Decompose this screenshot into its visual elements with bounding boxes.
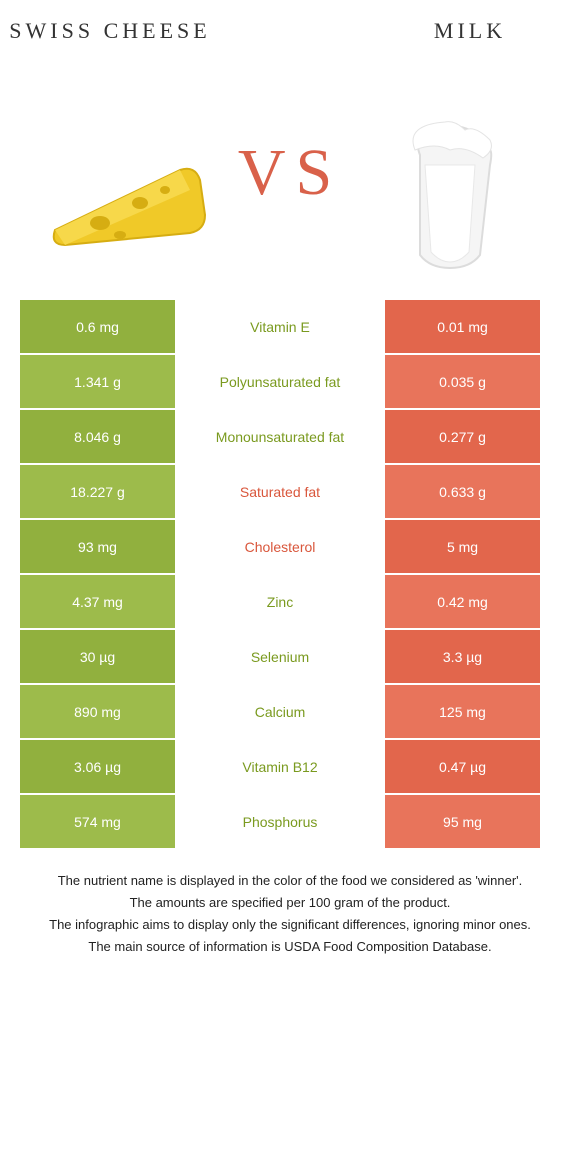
nutrient-name: Polyunsaturated fat [175, 355, 385, 408]
left-value: 1.341 g [20, 355, 175, 408]
swiss-cheese-image [30, 110, 230, 280]
table-row: 30 µgSelenium3.3 µg [20, 630, 560, 683]
infographic-page: SWISS CHEESE MILK VS 0.6 mgVitamin E0.01… [0, 0, 580, 1174]
title-right: MILK [360, 18, 580, 44]
cheese-icon [45, 135, 215, 255]
right-value: 125 mg [385, 685, 540, 738]
caption-line: The main source of information is USDA F… [40, 936, 540, 958]
caption-line: The infographic aims to display only the… [40, 914, 540, 936]
nutrient-table: 0.6 mgVitamin E0.01 mg1.341 gPolyunsatur… [20, 300, 560, 848]
table-row: 18.227 gSaturated fat0.633 g [20, 465, 560, 518]
nutrient-name: Calcium [175, 685, 385, 738]
right-value: 0.42 mg [385, 575, 540, 628]
title-left: SWISS CHEESE [0, 18, 220, 44]
right-value: 0.277 g [385, 410, 540, 463]
left-value: 890 mg [20, 685, 175, 738]
vs-label: VS [238, 135, 342, 211]
right-value: 0.01 mg [385, 300, 540, 353]
nutrient-name: Saturated fat [175, 465, 385, 518]
nutrient-name: Selenium [175, 630, 385, 683]
table-row: 0.6 mgVitamin E0.01 mg [20, 300, 560, 353]
nutrient-name: Zinc [175, 575, 385, 628]
table-row: 93 mgCholesterol5 mg [20, 520, 560, 573]
table-row: 1.341 gPolyunsaturated fat0.035 g [20, 355, 560, 408]
table-row: 574 mgPhosphorus95 mg [20, 795, 560, 848]
nutrient-name: Cholesterol [175, 520, 385, 573]
left-value: 93 mg [20, 520, 175, 573]
nutrient-name: Vitamin B12 [175, 740, 385, 793]
milk-image [350, 110, 550, 280]
left-value: 18.227 g [20, 465, 175, 518]
nutrient-name: Phosphorus [175, 795, 385, 848]
table-row: 8.046 gMonounsaturated fat0.277 g [20, 410, 560, 463]
header: SWISS CHEESE MILK [0, 18, 580, 78]
table-row: 890 mgCalcium125 mg [20, 685, 560, 738]
table-row: 3.06 µgVitamin B120.47 µg [20, 740, 560, 793]
right-value: 0.035 g [385, 355, 540, 408]
left-value: 8.046 g [20, 410, 175, 463]
right-value: 3.3 µg [385, 630, 540, 683]
left-value: 30 µg [20, 630, 175, 683]
right-value: 5 mg [385, 520, 540, 573]
right-value: 95 mg [385, 795, 540, 848]
left-value: 3.06 µg [20, 740, 175, 793]
nutrient-name: Monounsaturated fat [175, 410, 385, 463]
nutrient-name: Vitamin E [175, 300, 385, 353]
milk-glass-icon [395, 120, 505, 270]
right-value: 0.47 µg [385, 740, 540, 793]
caption-line: The amounts are specified per 100 gram o… [40, 892, 540, 914]
left-value: 4.37 mg [20, 575, 175, 628]
caption-line: The nutrient name is displayed in the co… [40, 870, 540, 892]
caption-block: The nutrient name is displayed in the co… [40, 870, 540, 958]
left-value: 0.6 mg [20, 300, 175, 353]
left-value: 574 mg [20, 795, 175, 848]
right-value: 0.633 g [385, 465, 540, 518]
table-row: 4.37 mgZinc0.42 mg [20, 575, 560, 628]
